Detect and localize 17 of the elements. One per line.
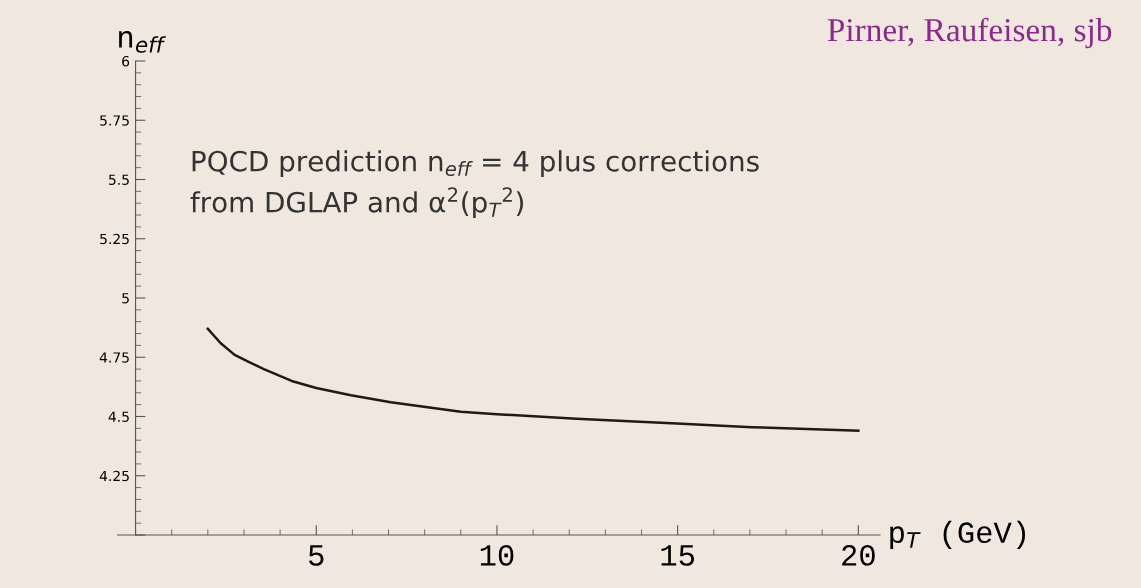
x-tick-label: 20: [842, 545, 875, 566]
x-tick-label: 5: [309, 545, 324, 566]
x-tick-label: 15: [661, 545, 695, 566]
y-tick-label: 5.25: [100, 233, 129, 245]
y-tick-label: 4.75: [99, 352, 129, 363]
x-tick-label: 10: [480, 545, 514, 566]
y-tick-label: 5.5: [109, 174, 129, 185]
text: Pirner, Raufeisen, sjb: [827, 17, 1112, 49]
y-tick-label: 5.75: [100, 115, 129, 126]
text: PQCD prediction n$_{eff}$ = 4 plus corrections from DGLAP and α$^{2}$(p$_{T}$$^{2}$): [190, 150, 759, 219]
y-tick-label: 4.5: [108, 411, 129, 422]
y-axis-title: n$_{eff}$: [119, 31, 166, 53]
y-tick-label: 5: [122, 293, 129, 304]
line-series: [206, 327, 860, 432]
y-tick-label: 4.25: [99, 470, 129, 482]
y-tick-label: 6: [122, 55, 130, 67]
x-axis-title: p$_{T}$ (GeV): [890, 520, 1026, 550]
